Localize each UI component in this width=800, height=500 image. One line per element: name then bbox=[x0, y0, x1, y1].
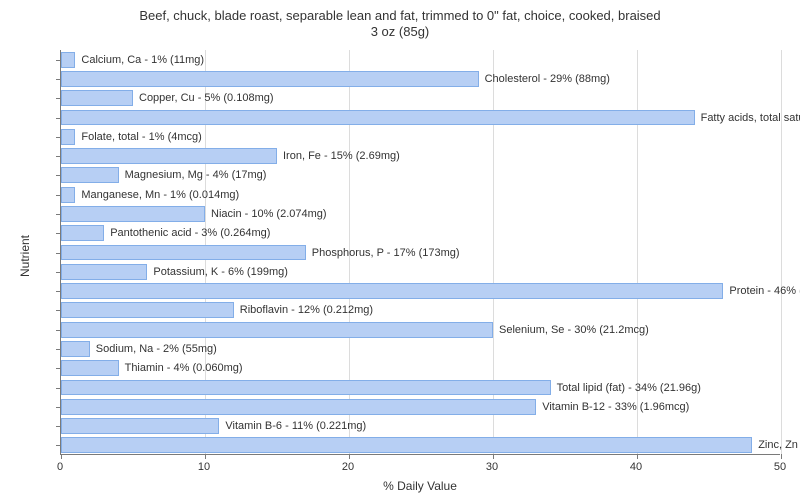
y-tick bbox=[56, 156, 61, 157]
bar-label: Pantothenic acid - 3% (0.264mg) bbox=[110, 227, 270, 239]
bar-label: Riboflavin - 12% (0.212mg) bbox=[240, 304, 373, 316]
x-axis-title: % Daily Value bbox=[383, 479, 457, 493]
bar bbox=[61, 418, 219, 434]
bar-label: Vitamin B-12 - 33% (1.96mcg) bbox=[542, 401, 689, 413]
x-tick bbox=[781, 454, 782, 459]
x-tick bbox=[349, 454, 350, 459]
y-tick bbox=[56, 98, 61, 99]
y-tick bbox=[56, 291, 61, 292]
bar bbox=[61, 110, 695, 126]
x-tick bbox=[637, 454, 638, 459]
plot-area: Calcium, Ca - 1% (11mg) Cholesterol - 29%… bbox=[60, 50, 780, 455]
bar bbox=[61, 399, 536, 415]
y-tick bbox=[56, 368, 61, 369]
x-tick-label: 10 bbox=[198, 461, 210, 473]
y-tick bbox=[56, 137, 61, 138]
bar bbox=[61, 52, 75, 68]
y-axis-title: Nutrient bbox=[18, 234, 32, 276]
y-tick bbox=[56, 407, 61, 408]
bar bbox=[61, 245, 306, 261]
x-tick bbox=[493, 454, 494, 459]
y-tick bbox=[56, 445, 61, 446]
bar-label: Vitamin B-6 - 11% (0.221mg) bbox=[225, 420, 366, 432]
y-tick bbox=[56, 253, 61, 254]
bar-label: Calcium, Ca - 1% (11mg) bbox=[81, 54, 204, 66]
x-tick-label: 0 bbox=[57, 461, 63, 473]
bar bbox=[61, 437, 752, 453]
bar-label: Magnesium, Mg - 4% (17mg) bbox=[125, 169, 267, 181]
bar bbox=[61, 148, 277, 164]
x-tick bbox=[205, 454, 206, 459]
y-tick bbox=[56, 233, 61, 234]
bar-label: Phosphorus, P - 17% (173mg) bbox=[312, 247, 460, 259]
bar-label: Iron, Fe - 15% (2.69mg) bbox=[283, 150, 400, 162]
bar-label: Thiamin - 4% (0.060mg) bbox=[125, 362, 243, 374]
y-tick bbox=[56, 330, 61, 331]
y-tick bbox=[56, 310, 61, 311]
nutrient-chart: Beef, chuck, blade roast, separable lean… bbox=[0, 0, 800, 500]
bar-label: Zinc, Zn - 48% (7.22mg) bbox=[758, 439, 800, 451]
bar bbox=[61, 71, 479, 87]
y-tick bbox=[56, 195, 61, 196]
bar-label: Copper, Cu - 5% (0.108mg) bbox=[139, 92, 274, 104]
bar-label: Niacin - 10% (2.074mg) bbox=[211, 208, 327, 220]
chart-title-line2: 3 oz (85g) bbox=[0, 24, 800, 40]
bar bbox=[61, 225, 104, 241]
bar bbox=[61, 360, 119, 376]
chart-title-line1: Beef, chuck, blade roast, separable lean… bbox=[0, 8, 800, 24]
bar bbox=[61, 302, 234, 318]
y-tick bbox=[56, 388, 61, 389]
bar-label: Selenium, Se - 30% (21.2mcg) bbox=[499, 324, 649, 336]
y-tick bbox=[56, 118, 61, 119]
bar bbox=[61, 264, 147, 280]
bar bbox=[61, 380, 551, 396]
bar bbox=[61, 187, 75, 203]
chart-title: Beef, chuck, blade roast, separable lean… bbox=[0, 0, 800, 41]
bar-label: Sodium, Na - 2% (55mg) bbox=[96, 343, 217, 355]
bar-label: Fatty acids, total saturated - 44% (8.72… bbox=[701, 112, 800, 124]
bar bbox=[61, 167, 119, 183]
x-tick-label: 20 bbox=[342, 461, 354, 473]
y-tick bbox=[56, 79, 61, 80]
y-tick bbox=[56, 349, 61, 350]
x-tick-label: 30 bbox=[486, 461, 498, 473]
bar bbox=[61, 90, 133, 106]
y-tick bbox=[56, 272, 61, 273]
bar bbox=[61, 206, 205, 222]
y-tick bbox=[56, 214, 61, 215]
x-tick bbox=[61, 454, 62, 459]
y-tick bbox=[56, 60, 61, 61]
bar-label: Protein - 46% (22.93g) bbox=[729, 285, 800, 297]
bar bbox=[61, 341, 90, 357]
bar-label: Folate, total - 1% (4mcg) bbox=[81, 131, 201, 143]
bar-label: Cholesterol - 29% (88mg) bbox=[485, 73, 610, 85]
x-tick-label: 50 bbox=[774, 461, 786, 473]
bar-label: Manganese, Mn - 1% (0.014mg) bbox=[81, 189, 239, 201]
bar bbox=[61, 322, 493, 338]
bar bbox=[61, 283, 723, 299]
y-tick bbox=[56, 175, 61, 176]
y-tick bbox=[56, 426, 61, 427]
bar-label: Total lipid (fat) - 34% (21.96g) bbox=[557, 382, 701, 394]
x-tick-label: 40 bbox=[630, 461, 642, 473]
bar bbox=[61, 129, 75, 145]
bar-label: Potassium, K - 6% (199mg) bbox=[153, 266, 288, 278]
